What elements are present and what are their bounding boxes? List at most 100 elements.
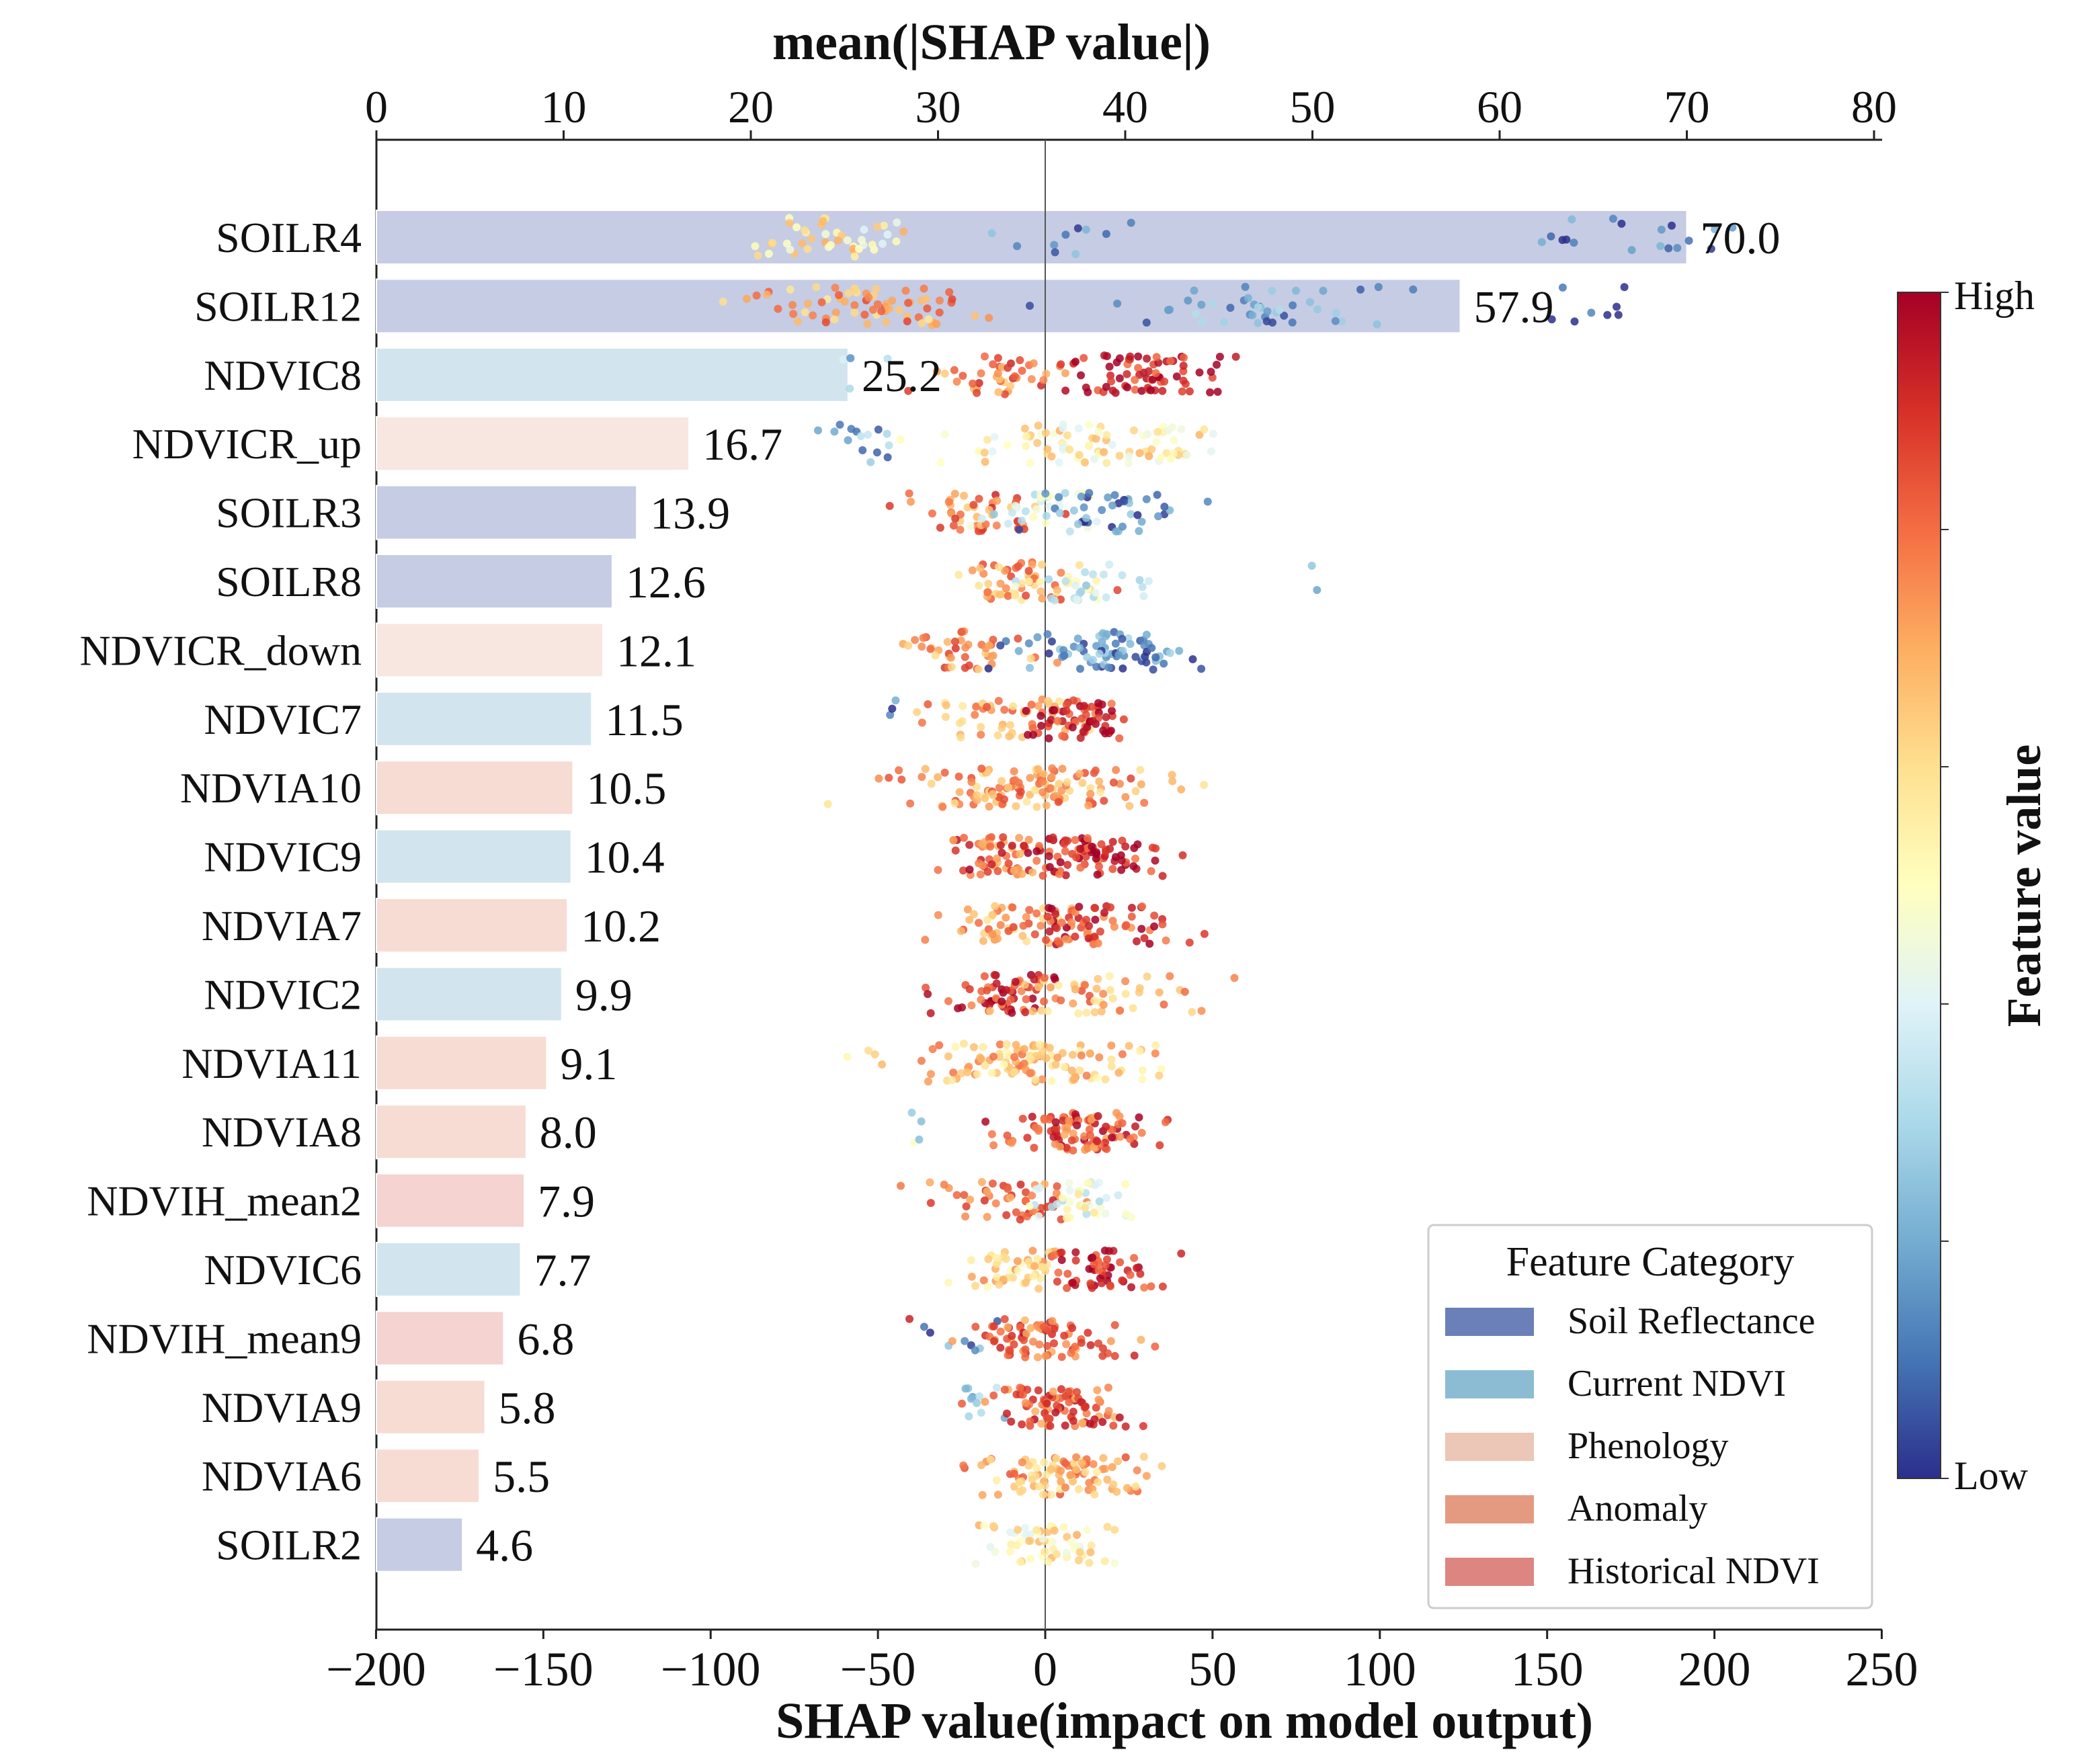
beeswarm-dot	[1071, 1248, 1080, 1257]
beeswarm-dot	[1275, 306, 1284, 314]
bar	[376, 210, 1688, 265]
beeswarm-dot	[1268, 286, 1276, 295]
beeswarm-dot	[928, 509, 936, 518]
beeswarm-dot	[1004, 1185, 1012, 1193]
beeswarm-dot	[1010, 1469, 1018, 1478]
feature-label: NDVICR_down	[79, 626, 362, 674]
beeswarm-dot	[1131, 385, 1139, 394]
beeswarm-dot	[891, 696, 900, 705]
beeswarm-dot	[1119, 664, 1127, 673]
beeswarm-dot	[1092, 984, 1101, 993]
beeswarm-dot	[1104, 663, 1113, 672]
beeswarm-dot	[830, 427, 839, 436]
beeswarm-dot	[998, 849, 1006, 857]
beeswarm-dot	[992, 979, 1001, 988]
beeswarm-dot	[1071, 836, 1080, 844]
beeswarm-dot	[1100, 448, 1108, 456]
beeswarm-dot	[1135, 1047, 1144, 1055]
beeswarm-dot	[1065, 1116, 1073, 1125]
beeswarm-dot	[1033, 439, 1042, 448]
beeswarm-dot	[918, 718, 926, 727]
beeswarm-dot	[1083, 834, 1092, 843]
beeswarm-dot	[1177, 785, 1186, 794]
beeswarm-dot	[1158, 1282, 1167, 1291]
bar	[376, 347, 849, 403]
beeswarm-dot	[768, 239, 777, 247]
beeswarm-dot	[1254, 319, 1262, 327]
beeswarm-dot	[1166, 454, 1175, 463]
colorbar-title: Feature value	[1997, 745, 2051, 1027]
beeswarm-dot	[998, 777, 1006, 786]
beeswarm-dot	[1101, 729, 1110, 738]
beeswarm-dot	[1063, 1533, 1071, 1542]
legend-item-label: Soil Reflectance	[1568, 1300, 1816, 1342]
beeswarm-dot	[984, 579, 993, 588]
beeswarm-dot	[1142, 630, 1151, 639]
beeswarm-dot	[1115, 1112, 1124, 1121]
beeswarm-dot	[1109, 1480, 1118, 1488]
beeswarm-dot	[866, 458, 875, 466]
beeswarm-dot	[1022, 797, 1031, 806]
beeswarm-dot	[1226, 304, 1235, 312]
beeswarm-dot	[1039, 1534, 1047, 1543]
beeswarm-dot	[1136, 765, 1145, 774]
beeswarm-dot	[1158, 920, 1167, 929]
feature-label: NDVIA10	[180, 764, 362, 812]
beeswarm-dot	[1100, 796, 1108, 805]
beeswarm-dot	[1084, 1179, 1092, 1187]
beeswarm-dot	[1054, 798, 1063, 806]
beeswarm-dot	[1197, 665, 1206, 673]
beeswarm-dot	[1024, 835, 1033, 844]
beeswarm-dot	[1107, 700, 1116, 708]
beeswarm-dot	[1603, 310, 1612, 319]
beeswarm-dot	[1558, 283, 1567, 292]
beeswarm-dot	[1135, 370, 1144, 379]
beeswarm-dot	[1030, 930, 1039, 939]
beeswarm-dot	[1053, 659, 1061, 667]
beeswarm-dot	[1082, 710, 1090, 719]
beeswarm-dot	[950, 799, 959, 808]
beeswarm-dot	[1018, 1420, 1026, 1429]
beeswarm-dot	[1043, 630, 1052, 638]
beeswarm-dot	[1020, 424, 1029, 433]
beeswarm-dot	[1177, 425, 1186, 433]
beeswarm-dot	[1053, 924, 1061, 933]
beeswarm-dot	[983, 588, 992, 597]
beeswarm-dot	[1587, 308, 1596, 317]
beeswarm-dot	[1200, 425, 1209, 433]
beeswarm-dot	[1145, 452, 1153, 460]
beeswarm-dot	[1080, 702, 1088, 710]
beeswarm-dot	[1085, 421, 1094, 429]
beeswarm-dot	[1166, 972, 1174, 980]
beeswarm-dot	[1075, 644, 1084, 653]
beeswarm-dot	[774, 304, 782, 313]
beeswarm-dot	[1029, 1272, 1038, 1281]
beeswarm-dot	[1151, 856, 1160, 865]
beeswarm-dot	[1094, 939, 1102, 948]
beeswarm-dot	[999, 833, 1008, 841]
beeswarm-dot	[1061, 935, 1070, 943]
beeswarm-dot	[1057, 919, 1066, 927]
beeswarm-dot	[973, 388, 981, 397]
beeswarm-dot	[1089, 656, 1098, 664]
beeswarm-dot	[1037, 722, 1045, 730]
beeswarm-dot	[975, 495, 983, 503]
beeswarm-dot	[1057, 786, 1066, 795]
beeswarm-dot	[961, 1384, 970, 1393]
beeswarm-dot	[973, 1398, 981, 1407]
beeswarm-dot	[1043, 1399, 1051, 1408]
beeswarm-dot	[836, 421, 844, 429]
beeswarm-dot	[965, 866, 974, 874]
beeswarm-dot	[1125, 452, 1133, 460]
beeswarm-dot	[965, 915, 974, 924]
beeswarm-dot	[977, 764, 986, 773]
beeswarm-dot	[1028, 1007, 1037, 1015]
beeswarm-dot	[1086, 790, 1095, 798]
beeswarm-dot	[901, 286, 910, 295]
beeswarm-dot	[952, 377, 961, 386]
beeswarm-dot	[983, 1212, 991, 1221]
beeswarm-dot	[966, 1195, 975, 1204]
beeswarm-dot	[1051, 1140, 1059, 1148]
beeswarm-dot	[1014, 646, 1023, 655]
beeswarm-dot	[1098, 1465, 1107, 1474]
